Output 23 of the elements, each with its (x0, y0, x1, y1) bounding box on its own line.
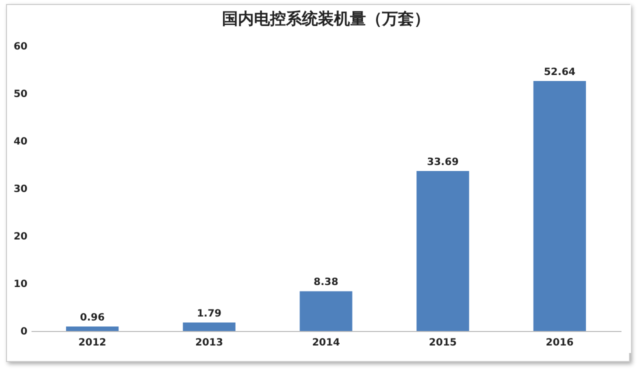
bar (182, 322, 236, 331)
y-tick-label: 20 (14, 232, 28, 242)
data-label: 8.38 (314, 277, 338, 288)
y-tick-label: 10 (14, 279, 28, 290)
data-label: 52.64 (544, 66, 576, 78)
data-label: 0.96 (80, 312, 105, 324)
y-tick-label: 60 (14, 42, 28, 52)
y-tick-label: 0 (20, 326, 28, 338)
x-tick-label: 2016 (546, 338, 574, 348)
y-tick-label: 40 (14, 136, 28, 148)
chart-title: 国内电控系统装机量（万套） (222, 9, 430, 28)
data-label: 1.79 (196, 308, 222, 320)
bar (66, 326, 119, 331)
bar (533, 80, 586, 331)
data-label: 33.69 (427, 156, 459, 168)
x-tick-label: 2015 (428, 338, 457, 348)
y-tick-label: 50 (14, 89, 28, 100)
x-tick-label: 2012 (78, 338, 106, 348)
bar (300, 291, 352, 331)
x-tick-label: 2013 (195, 338, 224, 348)
x-tick-label: 2014 (312, 338, 340, 348)
bar (416, 170, 470, 331)
y-tick-label: 30 (14, 184, 28, 195)
